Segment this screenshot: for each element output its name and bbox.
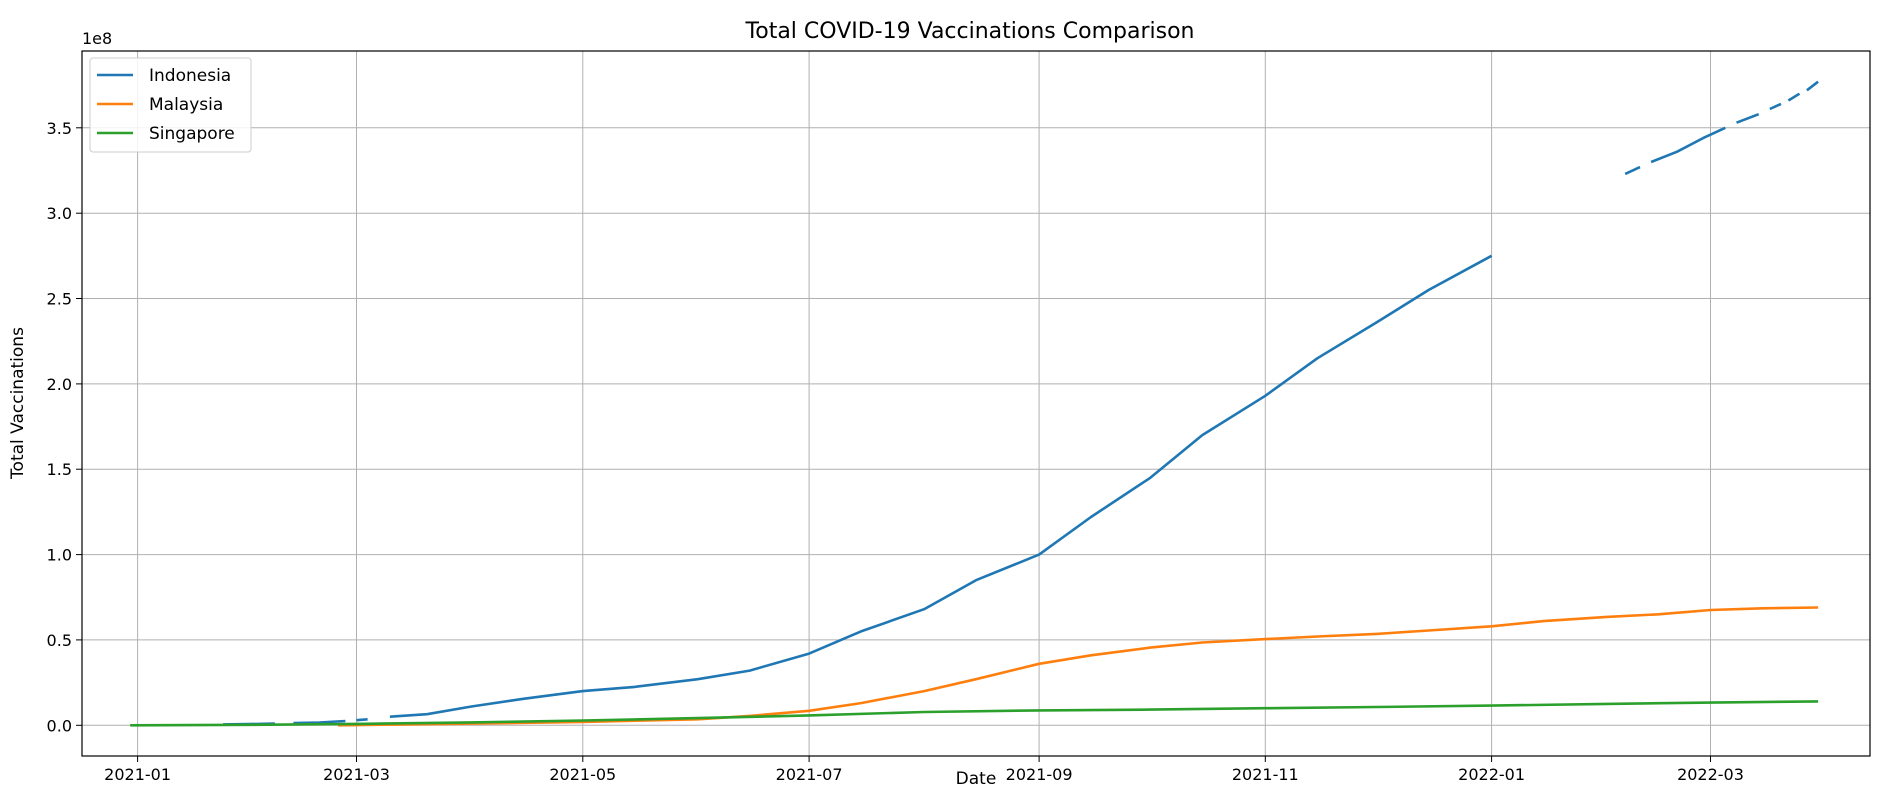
legend-label: Indonesia — [149, 66, 231, 86]
x-tick-label: 2021-01 — [104, 765, 171, 784]
y-tick-label: 0.5 — [47, 631, 72, 650]
y-tick-label: 1.5 — [47, 460, 72, 479]
series-line-indonesia — [356, 718, 368, 722]
series-singapore — [130, 700, 1819, 727]
x-tick-label: 2021-09 — [1006, 765, 1073, 784]
y-tick-label: 2.0 — [47, 375, 72, 394]
series-line-indonesia — [1624, 165, 1641, 176]
series-line-indonesia — [1787, 92, 1801, 102]
y-tick-label: 1.0 — [47, 546, 72, 565]
grid-lines — [82, 51, 1870, 756]
y-tick-label: 0.0 — [47, 716, 72, 735]
x-tick-label: 2021-05 — [549, 765, 616, 784]
legend-label: Singapore — [149, 124, 235, 144]
series-line-indonesia — [1650, 126, 1726, 164]
series-line-indonesia — [1806, 80, 1819, 92]
legend-item-malaysia: Malaysia — [97, 95, 223, 115]
series-line-singapore — [130, 700, 1819, 727]
series-indonesia — [222, 80, 1819, 726]
series-line-malaysia — [337, 606, 1819, 727]
plot-frame — [81, 50, 1871, 757]
legend: Indonesia Malaysia Singapore — [89, 57, 252, 153]
x-tick-label: 2021-07 — [776, 765, 843, 784]
y-tick-label: 3.0 — [47, 204, 72, 223]
x-axis-label: Date — [956, 769, 997, 787]
series-lines — [130, 80, 1819, 727]
x-axis-ticks: 2021-01 2021-03 2021-05 2021-07 2021-09 2021-… — [104, 756, 1744, 784]
y-tick-label: 3.5 — [47, 119, 72, 138]
x-tick-label: 2022-03 — [1677, 765, 1744, 784]
series-line-indonesia — [1736, 112, 1760, 124]
series-line-indonesia — [293, 719, 346, 725]
chart-title: Total COVID-19 Vaccinations Comparison — [745, 19, 1195, 44]
series-malaysia — [337, 606, 1819, 727]
legend-item-indonesia: Indonesia — [97, 66, 231, 86]
y-tick-label: 2.5 — [47, 290, 72, 309]
x-tick-label: 2021-11 — [1232, 765, 1299, 784]
series-line-indonesia — [1769, 102, 1782, 111]
legend-box — [89, 57, 252, 153]
y-axis-ticks: 0.0 0.5 1.0 1.5 2.0 2.5 3.0 3.5 — [47, 119, 82, 735]
x-tick-label: 2022-01 — [1458, 765, 1525, 784]
legend-label: Malaysia — [149, 95, 223, 115]
y-offset-label: 1e8 — [82, 29, 112, 48]
series-line-indonesia — [389, 254, 1493, 718]
y-axis-label: Total Vaccinations — [8, 327, 28, 480]
x-tick-label: 2021-03 — [323, 765, 390, 784]
legend-item-singapore: Singapore — [97, 124, 235, 144]
